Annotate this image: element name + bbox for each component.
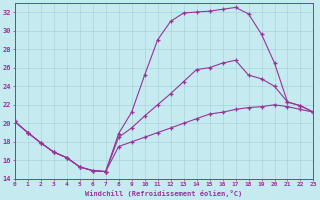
X-axis label: Windchill (Refroidissement éolien,°C): Windchill (Refroidissement éolien,°C) [85,190,243,197]
